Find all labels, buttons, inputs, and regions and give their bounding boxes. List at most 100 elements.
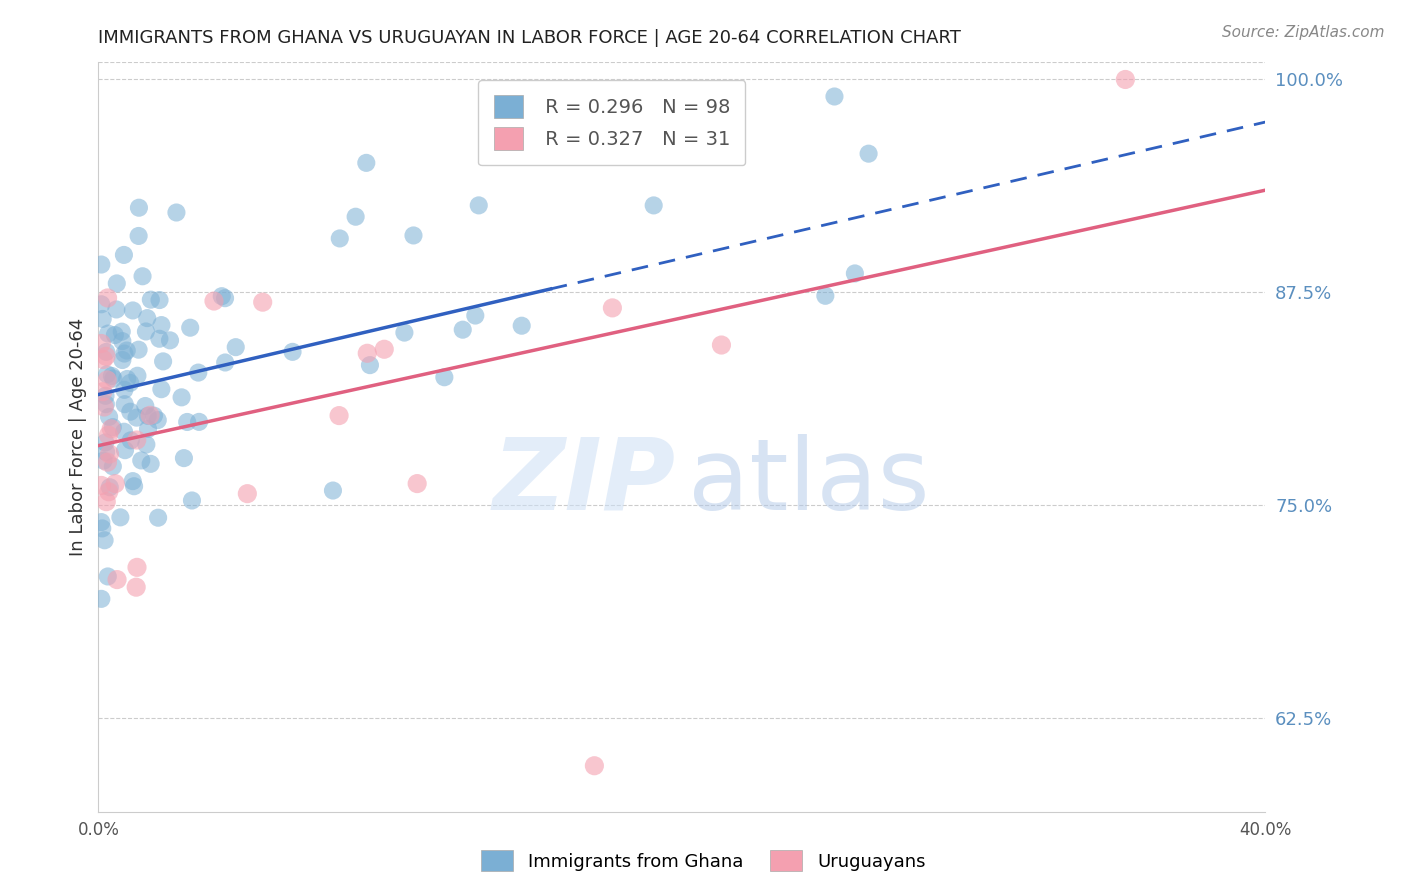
Point [112,346,135,360]
Point [468,198,491,212]
Point [344,210,367,224]
Point [583,758,606,772]
Point [111,353,134,368]
Point [125,580,148,594]
Point [148,332,170,346]
Point [104,476,127,491]
Point [844,267,866,281]
Point [858,146,880,161]
Point [91,384,114,399]
Point [710,338,733,352]
Point [97,484,120,499]
Legend:  R = 0.296   N = 98,  R = 0.327   N = 31: R = 0.296 N = 98, R = 0.327 N = 31 [478,79,745,165]
Point [139,293,162,307]
Point [146,413,169,427]
Point [135,325,157,339]
Point [225,340,247,354]
Point [214,355,236,369]
Point [120,405,142,419]
Point [105,302,128,317]
Point [125,410,148,425]
Point [322,483,344,498]
Point [110,510,132,524]
Point [131,269,153,284]
Point [121,303,143,318]
Point [129,453,152,467]
Point [97,569,120,583]
Point [94,389,117,403]
Point [150,318,173,332]
Point [128,343,150,357]
Point [356,346,378,360]
Point [120,376,142,390]
Point [136,311,159,326]
Text: Source: ZipAtlas.com: Source: ZipAtlas.com [1222,25,1385,40]
Point [100,422,122,436]
Point [359,358,381,372]
Point [114,443,136,458]
Point [252,295,274,310]
Point [94,445,117,459]
Point [90,478,112,492]
Point [211,289,233,303]
Point [394,326,416,340]
Point [98,409,121,424]
Point [464,309,486,323]
Point [97,326,120,341]
Point [125,560,148,574]
Point [93,400,115,414]
Point [181,493,204,508]
Point [165,205,187,219]
Point [98,447,121,461]
Point [104,328,127,343]
Point [94,349,117,363]
Point [90,515,112,529]
Point [202,293,225,308]
Point [159,334,181,348]
Point [823,89,845,103]
Point [281,344,304,359]
Point [111,325,134,339]
Point [97,428,120,442]
Point [176,415,198,429]
Point [356,156,378,170]
Text: ZIP: ZIP [494,434,676,531]
Point [406,476,429,491]
Point [146,510,169,524]
Point [643,198,665,212]
Point [115,343,138,358]
Point [188,415,211,429]
Point [602,301,624,315]
Point [402,228,425,243]
Point [115,372,138,386]
Point [96,368,118,382]
Point [187,366,209,380]
Point [150,382,173,396]
Point [112,425,135,439]
Point [814,289,837,303]
Point [98,480,121,494]
Point [122,479,145,493]
Point [179,320,201,334]
Point [139,409,162,423]
Point [136,422,159,436]
Point [152,354,174,368]
Point [91,312,114,326]
Point [170,390,193,404]
Point [96,373,118,387]
Point [94,435,117,450]
Text: atlas: atlas [688,434,929,531]
Y-axis label: In Labor Force | Age 20-64: In Labor Force | Age 20-64 [69,318,87,557]
Point [112,383,135,397]
Point [1114,72,1136,87]
Point [128,201,150,215]
Point [96,455,118,469]
Point [114,397,136,411]
Point [328,409,350,423]
Point [125,433,148,447]
Point [135,437,157,451]
Point [97,291,120,305]
Point [91,521,114,535]
Point [91,352,114,367]
Point [90,336,112,351]
